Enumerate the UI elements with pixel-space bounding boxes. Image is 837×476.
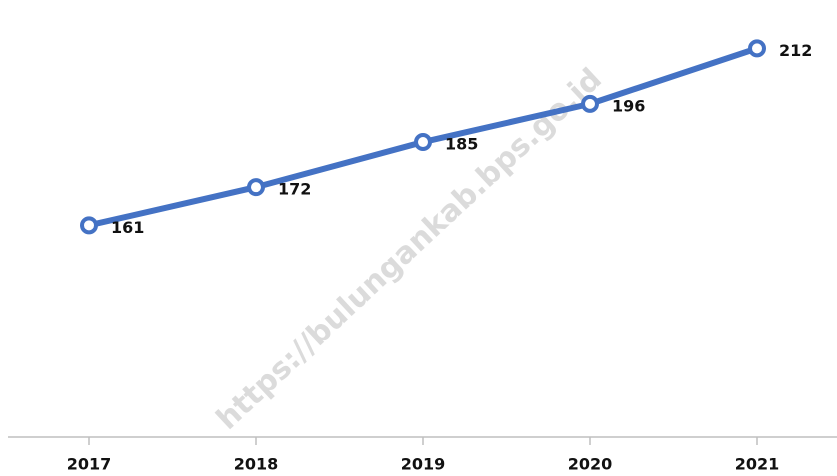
x-tick-label: 2017 bbox=[67, 455, 112, 474]
x-tick-label: 2020 bbox=[568, 455, 613, 474]
watermark: https://bulungankab.bps.go.id bbox=[210, 62, 609, 437]
x-tick-label: 2018 bbox=[234, 455, 279, 474]
data-label: 185 bbox=[445, 135, 478, 154]
data-label: 172 bbox=[278, 180, 311, 199]
point bbox=[414, 133, 432, 152]
point bbox=[80, 216, 98, 235]
point bbox=[247, 178, 265, 197]
data-label: 212 bbox=[779, 41, 812, 60]
point bbox=[748, 39, 766, 58]
data-label: 196 bbox=[612, 96, 645, 115]
x-tick-label: 2021 bbox=[735, 455, 780, 474]
data-label: 161 bbox=[111, 218, 144, 237]
point bbox=[581, 94, 599, 113]
x-tick-label: 2019 bbox=[401, 455, 446, 474]
